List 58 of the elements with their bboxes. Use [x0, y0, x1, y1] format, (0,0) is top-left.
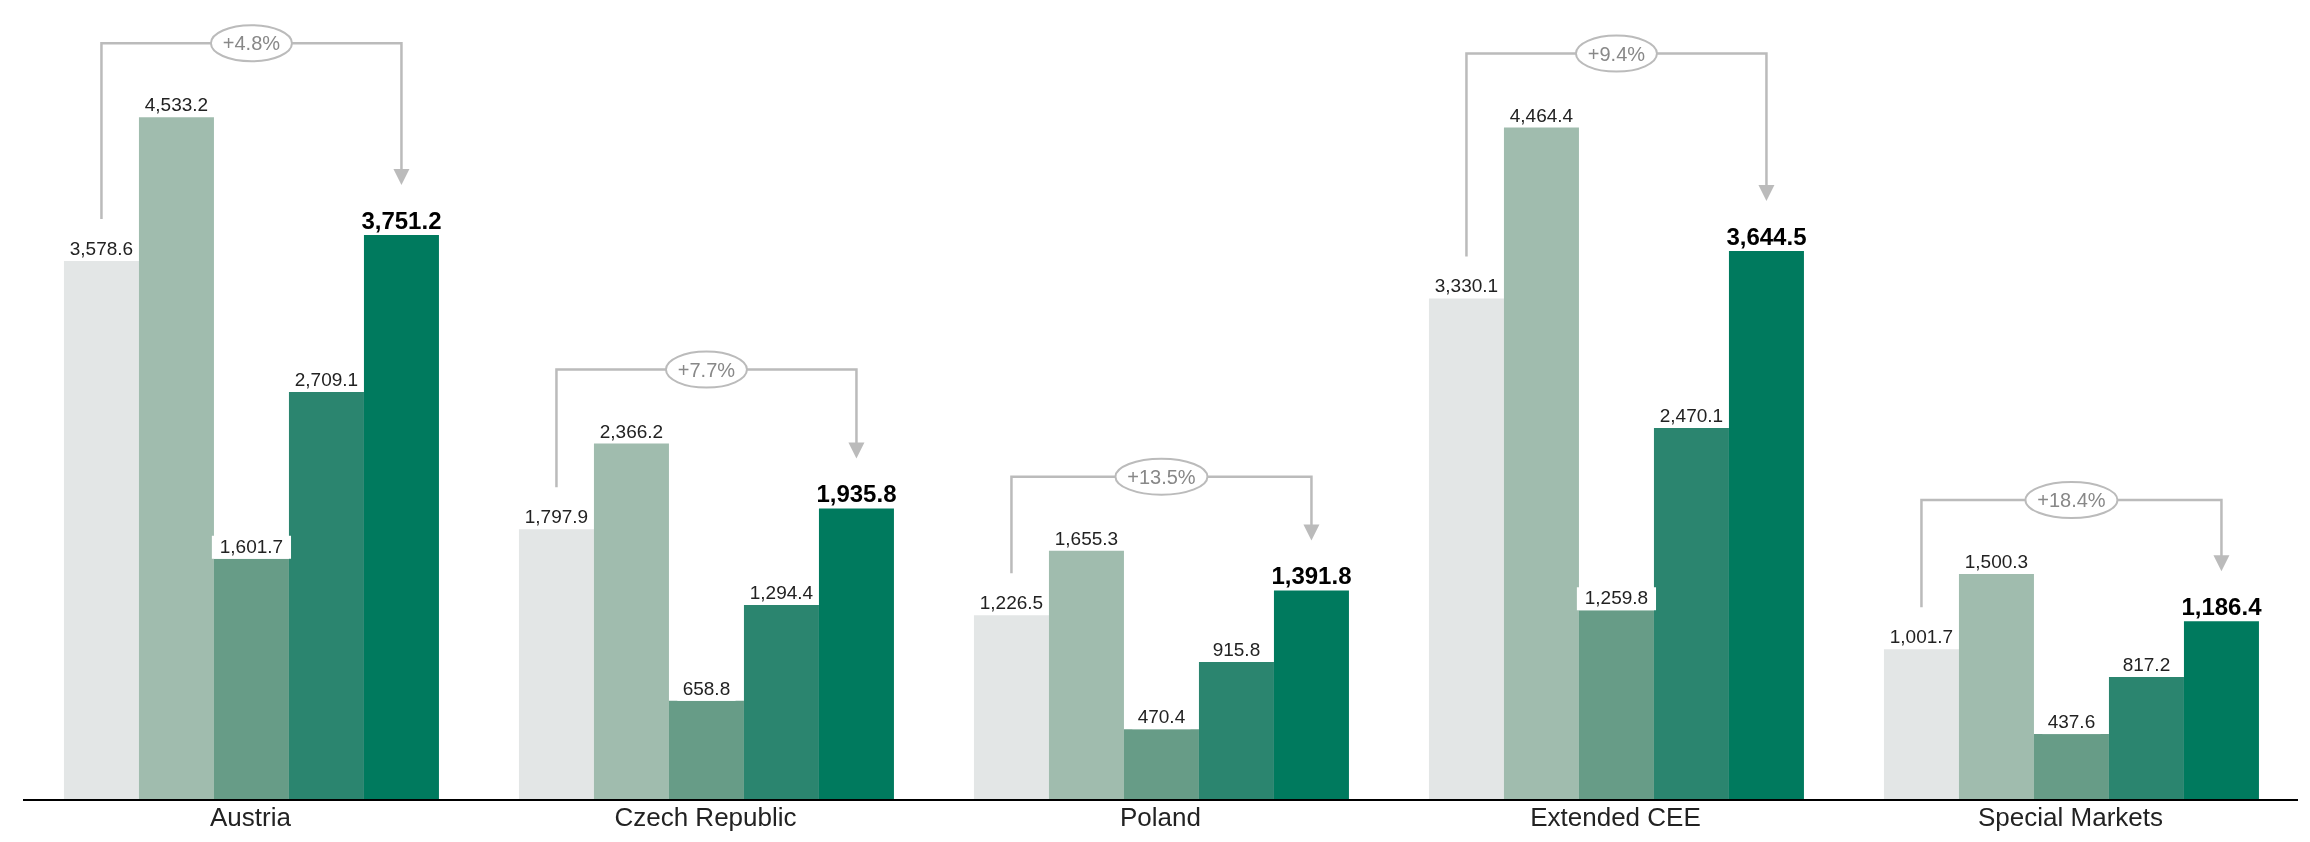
data-label: 1,259.8 [1584, 587, 1649, 609]
data-label: 2,366.2 [599, 420, 664, 442]
data-label: 1,391.8 [1271, 562, 1352, 590]
data-label: 4,464.4 [1509, 104, 1574, 126]
annotation: +13.5% [1127, 465, 1196, 488]
bar [1273, 590, 1349, 800]
data-label: 3,751.2 [361, 207, 442, 235]
data-label: 1,226.5 [979, 592, 1044, 614]
data-label: 817.2 [2122, 653, 2171, 675]
data-label: 1,935.8 [816, 480, 897, 508]
x-tick-label: Czech Republic [614, 802, 797, 833]
data-label: 658.8 [682, 677, 731, 699]
data-label: 1,655.3 [1054, 527, 1119, 549]
data-label: 2,470.1 [1659, 404, 1724, 426]
data-label: 1,500.3 [1964, 551, 2029, 573]
data-label: 3,644.5 [1726, 223, 1807, 251]
bar [973, 615, 1049, 800]
data-label: 3,578.6 [69, 238, 134, 260]
data-label: 2,709.1 [294, 368, 359, 390]
text: +9.4% [1587, 42, 1646, 65]
bar [1503, 127, 1579, 800]
bar [63, 261, 139, 800]
annotation: +7.7% [677, 358, 736, 381]
bar [518, 529, 594, 800]
bar [1728, 251, 1804, 800]
data-label: 470.4 [1137, 706, 1186, 728]
data-label: 915.8 [1212, 639, 1261, 661]
data-label: 1,186.4 [2181, 593, 2263, 621]
bar [593, 443, 669, 800]
data-label: 437.6 [2047, 711, 2096, 733]
bar [1428, 298, 1504, 800]
bar [1883, 649, 1959, 800]
bar [818, 508, 894, 800]
bar [2183, 621, 2259, 800]
bar [668, 700, 744, 800]
bar [2108, 676, 2184, 800]
data-label: 1,797.9 [524, 506, 589, 528]
data-label: 4,533.2 [144, 94, 209, 116]
data-label: 1,294.4 [749, 582, 814, 604]
bar [138, 117, 214, 800]
bar [1653, 427, 1729, 800]
annotation: +18.4% [2037, 489, 2106, 512]
x-tick-label: Extended CEE [1530, 802, 1701, 833]
x-tick-label: Poland [1120, 802, 1201, 833]
data-label: 3,330.1 [1434, 275, 1499, 297]
data-label: 1,601.7 [219, 535, 284, 557]
text: +4.8% [222, 32, 281, 55]
bar [1123, 729, 1199, 800]
x-tick-label: Special Markets [1978, 802, 2163, 833]
bar [363, 235, 439, 800]
bar [1958, 574, 2034, 800]
x-tick-label: Austria [210, 802, 292, 833]
bar [743, 605, 819, 800]
bar [288, 391, 364, 800]
bar [1048, 550, 1124, 800]
bar [2033, 734, 2109, 800]
data-label: 1,001.7 [1889, 626, 1954, 648]
bar [1198, 662, 1274, 800]
